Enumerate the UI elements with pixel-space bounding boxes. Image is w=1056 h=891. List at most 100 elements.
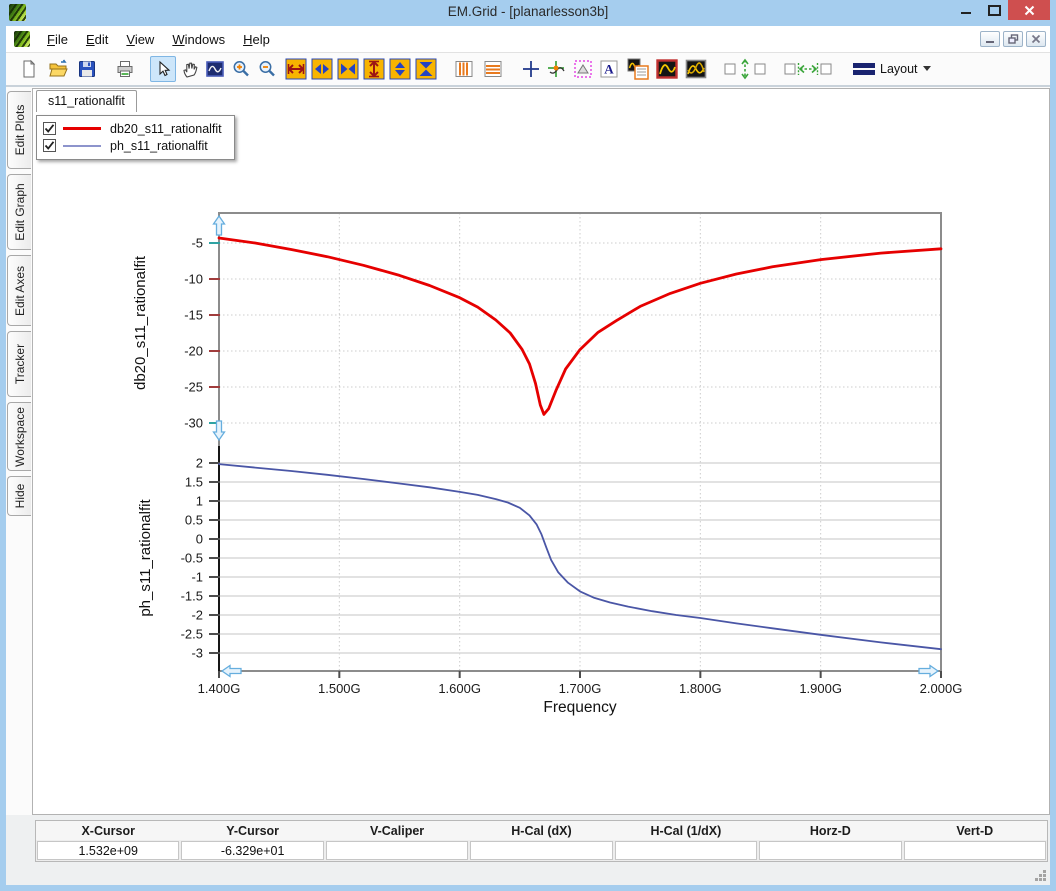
shape-select-icon bbox=[573, 59, 593, 79]
print-icon bbox=[115, 59, 135, 79]
fit-horizontal-button[interactable] bbox=[781, 56, 835, 82]
svg-text:A: A bbox=[604, 62, 614, 77]
resize-grip[interactable] bbox=[1034, 869, 1047, 882]
arrows-in-x-button[interactable] bbox=[335, 56, 361, 82]
arrows-in-y-button[interactable] bbox=[413, 56, 439, 82]
statusbar-value-row: 1.532e+09 -6.329e+01 bbox=[36, 840, 1047, 861]
plot-legend: db20_s11_rationalfit ph_s11_rationalfit bbox=[36, 115, 235, 160]
menu-view[interactable]: View bbox=[117, 29, 163, 50]
zoom-in-button[interactable] bbox=[228, 56, 254, 82]
shape-select-button[interactable] bbox=[570, 56, 596, 82]
close-button[interactable] bbox=[1008, 0, 1050, 20]
document-tab[interactable]: s11_rationalfit bbox=[36, 90, 137, 112]
save-icon bbox=[77, 59, 97, 79]
single-plot-button[interactable] bbox=[654, 56, 680, 82]
new-document-button[interactable] bbox=[16, 56, 42, 82]
svg-text:1.700G: 1.700G bbox=[559, 681, 602, 696]
svg-text:-1: -1 bbox=[191, 570, 203, 585]
sidebar-tab-label: Edit Graph bbox=[13, 183, 27, 240]
cursor-statusbar: X-Cursor Y-Cursor V-Caliper H-Cal (dX) H… bbox=[35, 820, 1048, 862]
new-document-icon bbox=[19, 59, 39, 79]
application-window: EM.Grid - [planarlesson3b] File Edit Vie… bbox=[0, 0, 1056, 891]
mdi-close-button[interactable] bbox=[1026, 31, 1046, 47]
layout-button[interactable]: Layout bbox=[847, 56, 937, 82]
axis-handle-right-icon[interactable] bbox=[919, 666, 938, 677]
select-cursor-button[interactable] bbox=[150, 56, 176, 82]
statusbar-value bbox=[759, 841, 901, 860]
sidebar-tab-workspace[interactable]: Workspace bbox=[7, 402, 31, 471]
axis-handle-left-icon[interactable] bbox=[222, 666, 241, 677]
svg-text:1.400G: 1.400G bbox=[198, 681, 241, 696]
sidebar-tab-edit-plots[interactable]: Edit Plots bbox=[7, 91, 31, 169]
statusbar-column-label: X-Cursor bbox=[36, 824, 180, 838]
menu-windows[interactable]: Windows bbox=[163, 29, 234, 50]
horizontal-markers-button[interactable] bbox=[480, 56, 506, 82]
sidebar-tab-edit-graph[interactable]: Edit Graph bbox=[7, 174, 31, 250]
window-title: EM.Grid - [planarlesson3b] bbox=[0, 4, 1056, 19]
svg-text:1.900G: 1.900G bbox=[799, 681, 842, 696]
menu-edit[interactable]: Edit bbox=[77, 29, 117, 50]
svg-text:2: 2 bbox=[196, 456, 203, 471]
svg-text:0: 0 bbox=[196, 532, 203, 547]
legend-label: db20_s11_rationalfit bbox=[110, 122, 222, 136]
plot-document-area: s11_rationalfit db20_s11_rationalfit ph_… bbox=[32, 88, 1050, 815]
crosshair-button[interactable] bbox=[518, 56, 544, 82]
statusbar-column-label: Vert-D bbox=[903, 824, 1047, 838]
vertical-markers-button[interactable] bbox=[451, 56, 477, 82]
fit-vertical-button[interactable] bbox=[721, 56, 769, 82]
legend-checkbox[interactable] bbox=[43, 139, 56, 152]
statusbar-column-label: H-Cal (dX) bbox=[469, 824, 613, 838]
expand-y-axis-icon bbox=[363, 58, 385, 80]
open-file-icon bbox=[48, 59, 68, 79]
minimize-button[interactable] bbox=[952, 0, 980, 20]
document-logo-icon bbox=[14, 31, 30, 47]
side-tab-strip: Edit Plots Edit Graph Edit Axes Tracker … bbox=[7, 91, 32, 521]
pan-hand-button[interactable] bbox=[176, 56, 202, 82]
menu-file[interactable]: File bbox=[38, 29, 77, 50]
arrows-out-y-button[interactable] bbox=[387, 56, 413, 82]
arrows-in-y-icon bbox=[415, 58, 437, 80]
sidebar-tab-hide[interactable]: Hide bbox=[7, 476, 31, 516]
check-icon bbox=[44, 140, 55, 151]
expand-y-axis-button[interactable] bbox=[361, 56, 387, 82]
tracker-icon bbox=[547, 59, 567, 79]
zoom-out-button[interactable] bbox=[254, 56, 280, 82]
chart[interactable]: -5-10-15-20-25-3021.510.50-0.5-1-1.5-2-2… bbox=[33, 89, 1047, 814]
sidebar-tab-tracker[interactable]: Tracker bbox=[7, 331, 31, 397]
save-button[interactable] bbox=[74, 56, 100, 82]
svg-text:1.500G: 1.500G bbox=[318, 681, 361, 696]
statusbar-column-label: V-Caliper bbox=[325, 824, 469, 838]
open-file-button[interactable] bbox=[45, 56, 71, 82]
axis-handle-up-icon[interactable] bbox=[214, 216, 225, 235]
layout-button-label: Layout bbox=[880, 62, 918, 76]
chevron-down-icon bbox=[923, 66, 931, 72]
sidebar-tab-edit-axes[interactable]: Edit Axes bbox=[7, 255, 31, 326]
layout-icon bbox=[853, 62, 875, 76]
mdi-restore-button[interactable] bbox=[1003, 31, 1023, 47]
mdi-minimize-button[interactable] bbox=[980, 31, 1000, 47]
menubar: File Edit View Windows Help bbox=[6, 26, 1050, 53]
plot-with-list-button[interactable] bbox=[625, 56, 651, 82]
arrows-out-x-button[interactable] bbox=[309, 56, 335, 82]
print-button[interactable] bbox=[112, 56, 138, 82]
titlebar: EM.Grid - [planarlesson3b] bbox=[0, 0, 1056, 26]
legend-checkbox[interactable] bbox=[43, 122, 56, 135]
arrows-in-x-icon bbox=[337, 58, 359, 80]
text-annotation-button[interactable]: A bbox=[596, 56, 622, 82]
mdi-close-icon bbox=[1031, 34, 1041, 44]
legend-label: ph_s11_rationalfit bbox=[110, 139, 208, 153]
crosshair-icon bbox=[521, 59, 541, 79]
zoom-window-button[interactable] bbox=[202, 56, 228, 82]
menu-help[interactable]: Help bbox=[234, 29, 279, 50]
statusbar-value bbox=[470, 841, 612, 860]
expand-x-axis-button[interactable] bbox=[283, 56, 309, 82]
maximize-button[interactable] bbox=[980, 0, 1008, 20]
mdi-restore-icon bbox=[1008, 34, 1019, 44]
sidebar-tab-label: Edit Plots bbox=[13, 105, 27, 156]
statusbar-header-row: X-Cursor Y-Cursor V-Caliper H-Cal (dX) H… bbox=[36, 821, 1047, 840]
legend-line-sample bbox=[63, 145, 101, 147]
tracker-button[interactable] bbox=[544, 56, 570, 82]
overlay-plots-button[interactable] bbox=[683, 56, 709, 82]
mdi-minimize-icon bbox=[985, 34, 995, 44]
svg-text:1.800G: 1.800G bbox=[679, 681, 722, 696]
